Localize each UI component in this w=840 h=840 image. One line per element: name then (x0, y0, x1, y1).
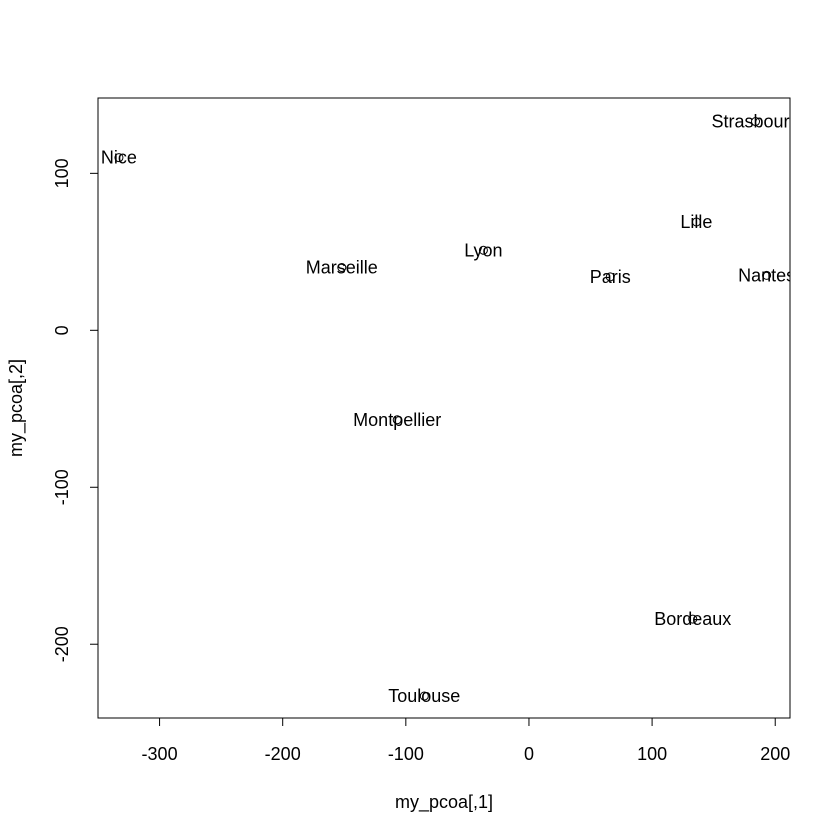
x-tick-label: -100 (388, 744, 424, 764)
x-tick-label: -300 (142, 744, 178, 764)
data-point (419, 691, 429, 701)
data-point (762, 270, 772, 280)
y-axis: -200 -100 0 100 (52, 158, 99, 662)
data-points: Nice Strasbourg Lille Lyon Marseille Paris Nan… (101, 112, 799, 706)
data-point (751, 117, 761, 127)
x-tick-label: 200 (760, 744, 790, 764)
data-point (605, 272, 615, 282)
data-point (691, 217, 701, 227)
point-label: Bordeaux (654, 609, 731, 629)
y-tick-label: -100 (52, 469, 72, 505)
x-tick-label: -200 (265, 744, 301, 764)
point-label: Toulouse (388, 686, 460, 706)
x-axis-title: my_pcoa[,1] (395, 792, 493, 813)
data-point (688, 614, 698, 624)
y-tick-label: 100 (52, 158, 72, 188)
data-point (392, 415, 402, 425)
point-label: Nantes (738, 265, 795, 285)
point-label: Lille (680, 212, 712, 232)
point-label: Lyon (464, 240, 502, 260)
y-tick-label: 0 (52, 325, 72, 335)
point-label: Marseille (306, 258, 378, 278)
point-label: Strasbourg (711, 112, 799, 132)
x-tick-label: 0 (524, 744, 534, 764)
data-point (114, 153, 124, 163)
point-label: Montpellier (353, 410, 441, 430)
point-label: Nice (101, 148, 137, 168)
x-axis: -300 -200 -100 0 100 200 (142, 717, 790, 764)
data-point (337, 263, 347, 273)
data-point (478, 245, 488, 255)
point-label: Paris (590, 267, 631, 287)
y-tick-label: -200 (52, 626, 72, 662)
y-axis-title: my_pcoa[,2] (6, 359, 27, 457)
x-tick-label: 100 (637, 744, 667, 764)
